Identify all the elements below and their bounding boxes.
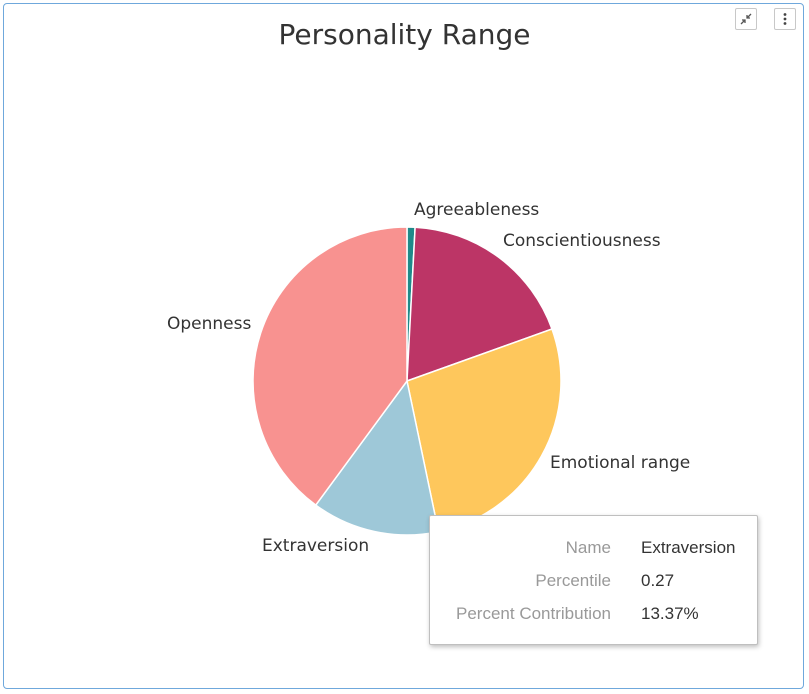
tooltip-row-percentile: Percentile 0.27 (430, 571, 759, 591)
tooltip-value: 13.37% (641, 604, 699, 623)
slice-label-conscientiousness: Conscientiousness (503, 231, 661, 251)
slice-label-openness: Openness (167, 314, 251, 334)
slice-label-extraversion: Extraversion (262, 536, 369, 556)
slice-label-emotional-range: Emotional range (550, 453, 690, 473)
tooltip-key: Percent Contribution (456, 604, 611, 623)
tooltip-key: Name (565, 538, 611, 557)
tooltip-row-name: Name Extraversion (430, 538, 759, 558)
vertical-dots-icon (783, 13, 787, 25)
more-options-button[interactable] (774, 8, 796, 30)
tooltip-value: 0.27 (641, 571, 675, 590)
chart-title: Personality Range (278, 18, 531, 51)
minimize-button[interactable] (735, 8, 757, 30)
tooltip-key: Percentile (535, 571, 611, 590)
tooltip: Name Extraversion Percentile 0.27 Percen… (429, 515, 758, 645)
slice-label-agreeableness: Agreeableness (414, 200, 539, 220)
pie-slice-openness[interactable] (252, 226, 408, 507)
tooltip-value: Extraversion (641, 538, 736, 557)
pie-slice-conscientiousness[interactable] (406, 226, 553, 383)
collapse-arrows-icon (740, 13, 752, 25)
tooltip-row-percent-contribution: Percent Contribution 13.37% (430, 604, 759, 624)
